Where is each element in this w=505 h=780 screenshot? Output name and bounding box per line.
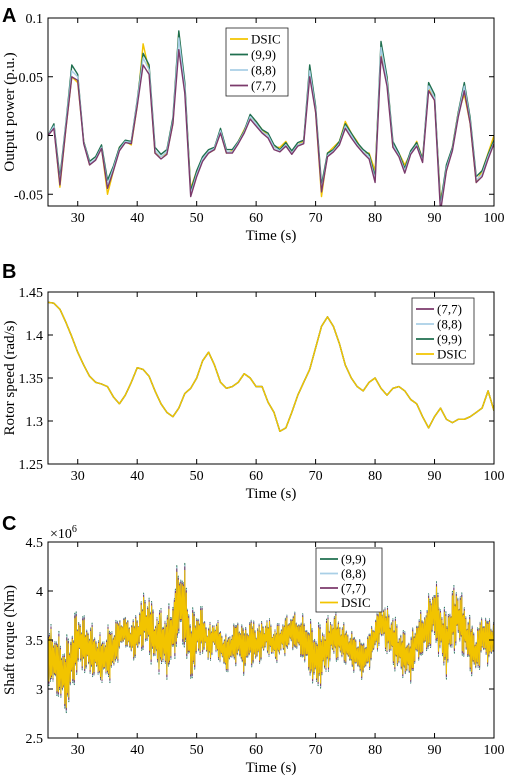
x-tick-label: 70 (309, 743, 323, 758)
legend-entry-s99: (9,9) (251, 47, 276, 62)
legend: (7,7)(8,8)(9,9)DSIC (411, 297, 475, 365)
x-axis-label: Time (s) (246, 486, 297, 502)
panel-label: B (2, 261, 16, 283)
x-tick-label: 100 (484, 469, 505, 484)
series-line-s99 (48, 30, 494, 205)
y-axis-label: Shaft torque (Nm) (2, 585, 18, 695)
legend: DSIC(9,9)(8,8)(7,7) (225, 27, 289, 97)
x-tick-label: 90 (428, 211, 442, 226)
chart-c: C 30 40 50 60 70 80 90 100 2.5 3 3.5 4 4.5 ×106 Time (s… (2, 513, 505, 776)
x-axis-label: Time (s) (246, 760, 297, 776)
series-group (48, 301, 494, 432)
y-tick-label: 2.5 (26, 732, 44, 747)
x-tick-label: 90 (428, 743, 442, 758)
x-tick-label: 80 (368, 211, 382, 226)
legend-entry-dsic: DSIC (251, 32, 281, 47)
x-tick-label: 60 (249, 469, 263, 484)
x-tick-label: 30 (71, 743, 85, 758)
legend-entry-dsic: DSIC (437, 347, 467, 362)
x-tick-label: 60 (249, 211, 263, 226)
x-tick-label: 50 (190, 743, 204, 758)
x-tick-label: 30 (71, 469, 85, 484)
x-tick-label: 40 (130, 469, 144, 484)
y-axis-label: Rotor speed (rad/s) (2, 321, 18, 436)
x-tick-label: 30 (71, 211, 85, 226)
chart-a: A 30 40 50 60 70 80 90 100 -0.05 0 0.05 0.1 Time (s) O… (2, 5, 505, 244)
legend: (9,9)(8,8)(7,7)DSIC (315, 547, 383, 613)
y-tick-label: 4 (36, 585, 43, 600)
x-tick-label: 50 (190, 469, 204, 484)
y-tick-label: 1.25 (19, 458, 44, 473)
x-tick-label: 100 (484, 743, 505, 758)
x-tick-label: 80 (368, 743, 382, 758)
x-tick-label: 100 (484, 211, 505, 226)
y-axis-label: Output power (p.u.) (2, 52, 18, 171)
legend-entry-s77: (7,7) (437, 302, 462, 317)
y-tick-label: 4.5 (26, 536, 44, 551)
x-tick-label: 50 (190, 211, 204, 226)
chart-b: B 30 40 50 60 70 80 90 100 1.25 1.3 1.35 1.4 1.45 Time… (2, 261, 505, 502)
y-tick-label: -0.05 (14, 188, 43, 203)
legend-entry-dsic: DSIC (341, 595, 371, 610)
y-tick-label: 1.3 (26, 415, 44, 430)
legend-entry-s88: (8,8) (437, 317, 462, 332)
y-tick-label: 0.05 (19, 71, 44, 86)
legend-entry-s99: (9,9) (341, 552, 366, 567)
x-tick-label: 70 (309, 469, 323, 484)
y-tick-label: 3.5 (26, 634, 44, 649)
y-tick-label: 1.45 (19, 286, 44, 301)
legend-entry-s88: (8,8) (251, 63, 276, 78)
y-tick-label: 1.35 (19, 372, 44, 387)
x-axis-label: Time (s) (246, 228, 297, 244)
legend-entry-s88: (8,8) (341, 566, 366, 581)
y-tick-label: 3 (36, 683, 43, 698)
y-tick-label: 0 (36, 130, 43, 145)
series-group (48, 562, 494, 714)
y-exponent-power: 6 (72, 524, 77, 535)
panel-label: C (2, 513, 16, 535)
x-tick-label: 80 (368, 469, 382, 484)
series-line-dsic (48, 301, 494, 432)
x-tick-label: 40 (130, 743, 144, 758)
series-line-s77 (48, 49, 494, 206)
x-tick-label: 90 (428, 469, 442, 484)
axes-box (47, 17, 495, 207)
series-group (48, 30, 494, 206)
legend-entry-s77: (7,7) (251, 78, 276, 93)
x-tick-label: 60 (249, 743, 263, 758)
y-tick-label: 0.1 (26, 12, 44, 27)
x-tick-label: 70 (309, 211, 323, 226)
legend-entry-s77: (7,7) (341, 581, 366, 596)
x-tick-label: 40 (130, 211, 144, 226)
panel-label: A (2, 5, 16, 27)
y-tick-label: 1.4 (26, 329, 44, 344)
legend-entry-s99: (9,9) (437, 332, 462, 347)
y-exponent-label: ×106 (50, 524, 77, 542)
series-line-dsic (48, 569, 494, 708)
